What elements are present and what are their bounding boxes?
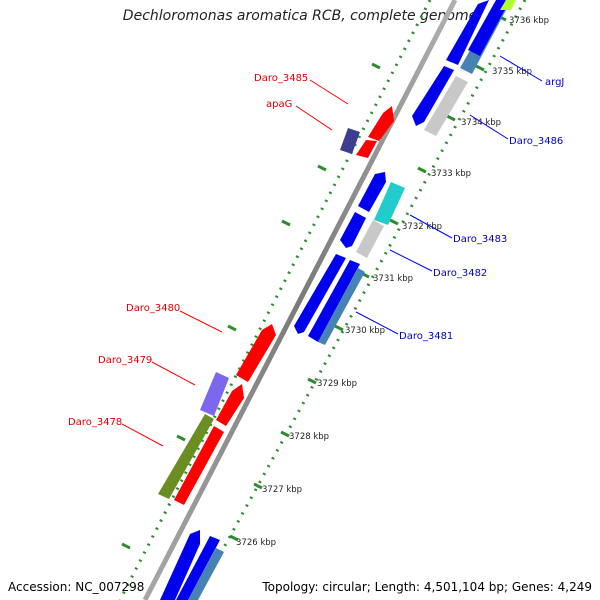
gene-top-right-blue[interactable] [468,0,510,56]
label-daro-3485[interactable]: Daro_3485 [254,73,308,84]
annotation-daro-3481[interactable] [318,268,365,345]
tick-mark [334,324,344,332]
label-daro-3486[interactable]: Daro_3486 [509,136,563,147]
tick-label-3730: 3730 kbp [345,326,385,336]
leader-daro-3478 [121,423,164,447]
left-dotted-track [118,0,432,600]
genome-backbone [142,0,458,600]
label-daro-3483[interactable]: Daro_3483 [453,234,507,245]
tick-label-3726: 3726 kbp [236,538,276,548]
leader-daro-3483 [409,214,453,239]
tick-label-3732: 3732 kbp [402,222,442,232]
gene-daro-3483[interactable] [340,212,366,248]
forward-features [158,106,394,505]
gene-daro-3479-block[interactable] [200,372,229,416]
leader-daro-3482 [389,249,433,272]
label-argj[interactable]: argJ [545,77,564,88]
gene-daro-3478-block[interactable] [158,414,214,499]
label-daro-3481[interactable]: Daro_3481 [399,331,453,342]
gene-bottom-blue-1[interactable] [160,530,200,600]
tick-mark [307,377,317,385]
leader-daro-3479 [151,361,196,386]
right-dotted-track [193,0,527,600]
tick-label-3727: 3727 kbp [262,485,302,495]
tick-label-3733: 3733 kbp [431,169,471,179]
gene-daro-3485[interactable] [368,106,394,141]
tick-mark [475,64,485,72]
label-daro-3478[interactable]: Daro_3478 [68,417,122,428]
label-apag[interactable]: apaG [266,99,292,110]
gene-daro-3478[interactable] [174,426,224,505]
tick-mark [317,164,327,172]
tick-label-3729: 3729 kbp [317,379,357,389]
gene-daro-3482[interactable] [308,260,360,342]
leader-argj [499,55,543,82]
tick-label-3728: 3728 kbp [289,432,329,442]
gene-daro-3479[interactable] [216,384,244,426]
reverse-features [160,0,516,600]
accession-text: Accession: NC_007298 [8,580,145,594]
leader-daro-3480 [179,310,223,333]
tick-mark [389,218,399,226]
tick-mark [280,430,290,438]
tick-label-3731: 3731 kbp [373,274,413,284]
annotation-bottom[interactable] [188,548,224,600]
label-daro-3480[interactable]: Daro_3480 [126,303,180,314]
leader-apag [295,105,333,131]
gene-daro-3483-upper[interactable] [358,172,386,212]
annotation-daro-3482[interactable] [356,220,384,258]
tick-mark [446,114,456,122]
leader-daro-3486 [469,114,509,140]
leader-daro-3481 [355,311,399,335]
tick-mark [417,166,427,174]
gene-daro-3486[interactable] [412,66,454,126]
tick-mark [281,219,291,227]
topology-text: Topology: circular; Length: 4,501,104 bp… [262,580,592,594]
gene-bottom-blue-2[interactable] [176,536,220,600]
gene-daro-3481[interactable] [294,254,346,334]
tick-mark [253,482,263,490]
gene-daro-3480[interactable] [236,324,276,382]
tick-mark [121,542,131,550]
gene-apag[interactable] [356,140,377,158]
annotation-daro-3486[interactable] [424,76,468,136]
label-daro-3479[interactable]: Daro_3479 [98,355,152,366]
gene-apag-block[interactable] [340,128,360,154]
tick-label-3736: 3736 kbp [509,16,549,26]
tick-mark [176,434,186,442]
feature-lime[interactable] [500,0,516,10]
feature-cyan[interactable] [374,182,405,225]
genome-title: Dechloromonas aromatica RCB, complete ge… [122,8,478,24]
tick-label-3734: 3734 kbp [461,118,501,128]
gene-argj[interactable] [446,0,489,65]
tick-mark [229,534,239,542]
tick-mark [227,324,237,332]
tick-label-3735: 3735 kbp [492,67,532,77]
label-daro-3482[interactable]: Daro_3482 [433,268,487,279]
leader-daro-3485 [309,79,349,105]
tick-mark [371,62,381,70]
